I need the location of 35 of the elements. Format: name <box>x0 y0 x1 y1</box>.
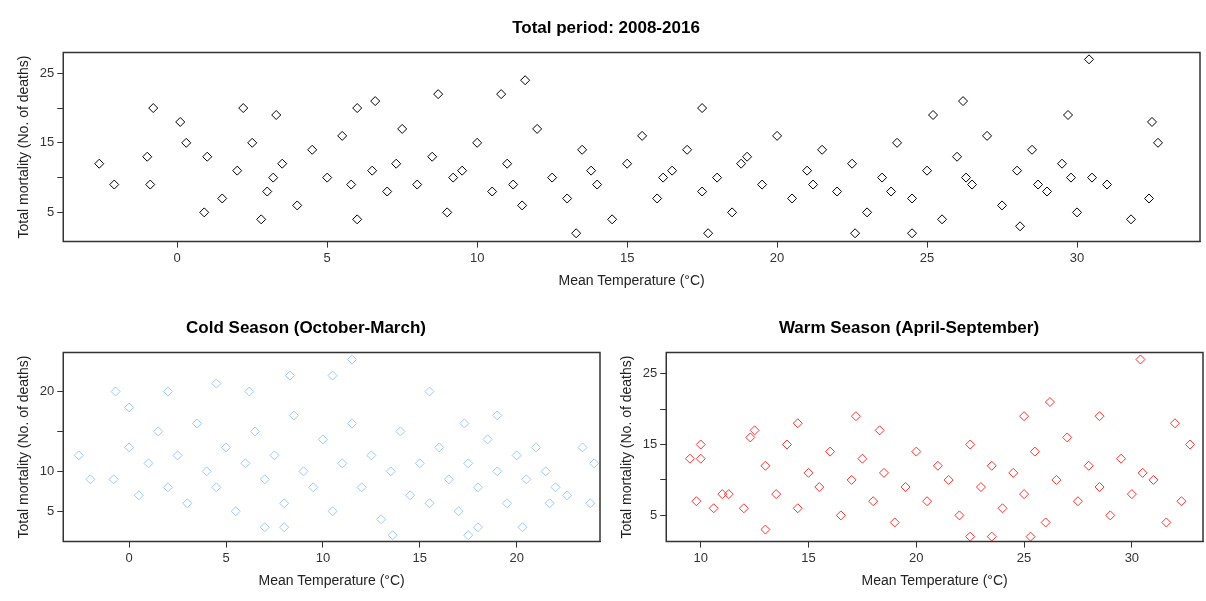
x-tick-label: 0 <box>125 549 133 565</box>
chart-title: Warm Season (April-September) <box>778 317 1040 337</box>
y-tick-label: 10 <box>39 462 55 478</box>
x-axis-title: Mean Temperature (°C) <box>558 272 705 289</box>
y-axis-title: Total mortality (No. of deaths) <box>15 355 32 539</box>
y-axis-title: Total mortality (No. of deaths) <box>15 55 32 239</box>
x-tick-label: 20 <box>769 249 785 265</box>
x-tick-label: 0 <box>173 249 181 265</box>
y-tick-label: 25 <box>39 64 55 80</box>
x-tick-label: 15 <box>412 549 428 565</box>
x-tick-label: 25 <box>919 249 935 265</box>
chart-title: Total period: 2008-2016 <box>512 17 700 37</box>
x-tick-label: 15 <box>619 249 635 265</box>
y-tick-label: 15 <box>642 436 658 452</box>
x-tick-label: 25 <box>1016 549 1032 565</box>
x-tick-label: 30 <box>1124 549 1140 565</box>
x-axis-title: Mean Temperature (°C) <box>258 572 405 589</box>
y-axis-title: Total mortality (No. of deaths) <box>618 355 635 539</box>
y-tick-label: 20 <box>39 383 55 399</box>
x-tick-label: 5 <box>323 249 331 265</box>
y-tick-label: 5 <box>47 203 55 219</box>
x-tick-label: 10 <box>469 249 485 265</box>
x-tick-label: 10 <box>693 549 708 565</box>
x-tick-label: 20 <box>509 549 524 565</box>
y-tick-label: 5 <box>650 506 658 522</box>
x-tick-label: 5 <box>222 549 230 565</box>
x-tick-label: 10 <box>315 549 331 565</box>
y-tick-label: 25 <box>642 365 658 381</box>
x-tick-label: 30 <box>1069 249 1085 265</box>
y-tick-label: 15 <box>39 134 55 150</box>
x-axis-title: Mean Temperature (°C) <box>861 572 1008 589</box>
x-tick-label: 20 <box>909 549 924 565</box>
x-tick-label: 15 <box>801 549 816 565</box>
chart-title: Cold Season (October-March) <box>186 317 426 337</box>
y-tick-label: 5 <box>47 502 55 518</box>
